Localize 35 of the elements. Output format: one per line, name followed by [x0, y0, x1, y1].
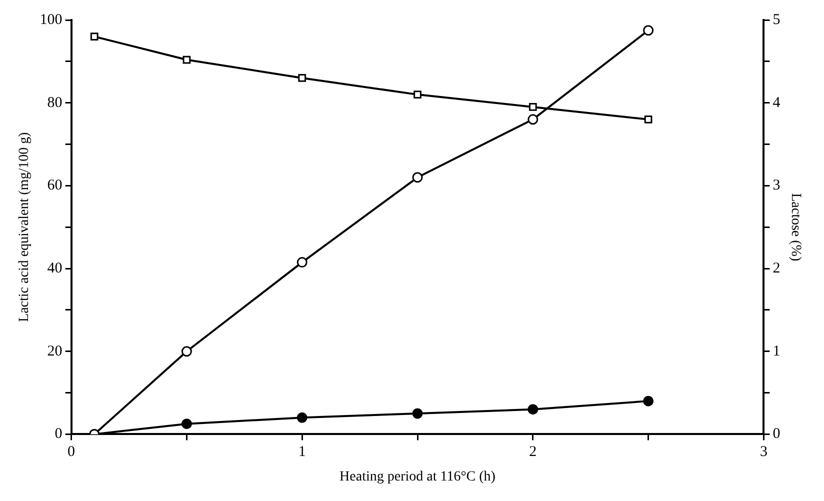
point [414, 90, 422, 98]
y-tick-label: 60 [47, 178, 62, 194]
point [643, 396, 654, 406]
y2-tick-label: 4 [772, 94, 781, 111]
point [528, 103, 537, 111]
point [296, 257, 308, 268]
point [296, 412, 308, 423]
y2-tick-label: 5 [772, 12, 780, 28]
point [644, 115, 652, 124]
point [412, 172, 423, 183]
point [528, 404, 538, 415]
x-tick-label: 2 [529, 444, 537, 460]
point [181, 418, 192, 430]
y2-tick-label: 1 [772, 343, 780, 360]
point [181, 346, 192, 357]
y-tick-label: 40 [47, 260, 62, 276]
point [182, 56, 191, 64]
x-tick-label: 3 [760, 444, 768, 460]
y2-axis-title: Lactose (%) [788, 193, 803, 262]
x-axis-title: Heating period at 116°C (h) [340, 469, 496, 484]
y-tick-label: 20 [47, 343, 62, 360]
point [90, 32, 98, 40]
y-tick-label: 100 [40, 12, 62, 28]
point [643, 25, 654, 36]
x-tick-label: 0 [68, 444, 76, 460]
point [528, 114, 538, 125]
point [412, 408, 423, 419]
y2-tick-label: 0 [772, 426, 780, 442]
y2-tick-label: 2 [772, 260, 780, 276]
y2-tick-label: 3 [772, 178, 780, 194]
y-tick-label: 0 [54, 426, 62, 442]
point [298, 74, 306, 82]
y-tick-label: 80 [47, 94, 62, 111]
y-axis-title: Lactic acid equivalent (mg/100 g) [17, 132, 32, 322]
x-tick-label: 1 [298, 444, 306, 460]
